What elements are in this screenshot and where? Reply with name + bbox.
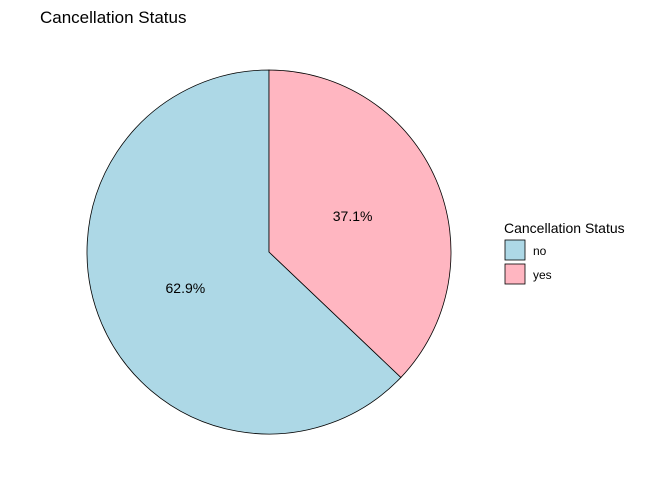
legend-label-no: no [533, 244, 547, 258]
legend-title: Cancellation Status [504, 220, 625, 236]
legend-swatch-no [504, 239, 526, 261]
slice-label-yes: 37.1% [333, 208, 373, 224]
pie-slice-no [86, 69, 402, 435]
slice-label-no: 62.9% [166, 280, 206, 296]
pie: 62.9% 37.1% [86, 69, 452, 435]
legend-label-yes: yes [533, 268, 552, 282]
legend-swatch-yes [504, 263, 526, 285]
chart-title: Cancellation Status [40, 8, 186, 27]
pie-slice-yes [268, 69, 452, 378]
legend: Cancellation Status no yes [504, 220, 625, 285]
